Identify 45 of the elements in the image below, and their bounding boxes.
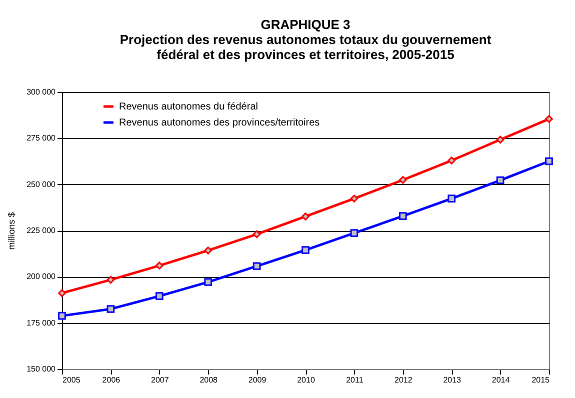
point (58, 312, 66, 320)
x-tick-label: 2009 (248, 376, 267, 384)
point (252, 230, 261, 238)
point (252, 262, 261, 270)
y-tick-label: 175 000 (26, 318, 56, 328)
point (106, 276, 115, 284)
x-tick-label: 2005 (62, 376, 81, 384)
point (155, 292, 164, 300)
point (398, 212, 407, 220)
x-tick-label: 2013 (443, 376, 462, 384)
x-tick-label: 2010 (297, 376, 316, 384)
y-tick-label: 275 000 (26, 134, 56, 143)
point (545, 115, 553, 123)
x-tick-label: 2014 (492, 376, 510, 384)
point (545, 157, 553, 166)
legend-label: Revenus autonomes des provinces/territoires (119, 118, 320, 128)
legend-label: Revenus autonomes du fédéral (119, 102, 258, 112)
point (448, 156, 456, 164)
point (448, 194, 456, 202)
point (496, 136, 504, 144)
y-tick-label: 150 000 (26, 364, 56, 374)
x-tick-label: 2015 (532, 376, 550, 384)
y-tick-label: 225 000 (26, 226, 56, 235)
point (350, 229, 358, 237)
x-tick-label: 2006 (102, 376, 121, 384)
point (302, 212, 310, 220)
x-tick-label: 2012 (394, 376, 413, 384)
point (204, 246, 212, 254)
point (58, 289, 66, 298)
chart-subtitle: Projection des revenus autonomes totaux du gouvernement fédéral et des provinces et territoires, 2005-2015 (120, 32, 492, 62)
y-tick-label: 300 000 (26, 88, 56, 96)
y-tick-label: 200 000 (26, 272, 56, 282)
x-tick-label: 2008 (200, 376, 218, 384)
point (204, 278, 212, 286)
point (155, 262, 164, 270)
point (496, 176, 504, 184)
point (350, 194, 358, 202)
y-axis-title: millions $ (6, 212, 17, 250)
point (398, 176, 407, 184)
x-tick-label: 2007 (151, 376, 170, 384)
point (106, 305, 115, 313)
x-tick-label: 2011 (346, 376, 364, 384)
chart-title: GRAPHIQUE 3 (260, 17, 350, 32)
point (302, 246, 310, 254)
y-tick-label: 250 000 (26, 180, 56, 189)
